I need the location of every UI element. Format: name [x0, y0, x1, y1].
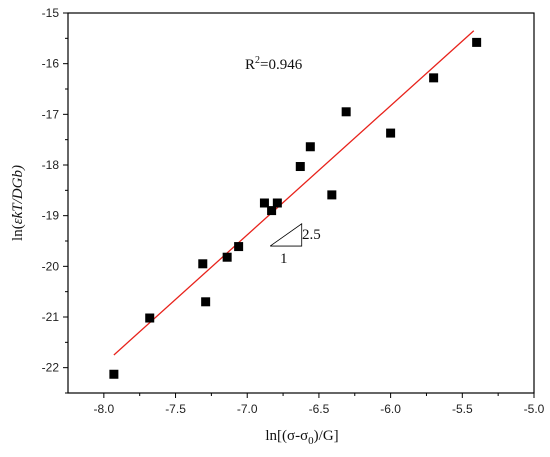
y-tick-label: -20: [42, 259, 60, 273]
data-point: [341, 107, 351, 117]
data-point: [429, 73, 439, 83]
data-point: [295, 162, 305, 172]
y-tick-label: -16: [42, 57, 60, 71]
x-tick-label: -7.5: [165, 402, 186, 416]
x-axis-title: ln[(σ-σ0)/G]: [265, 428, 338, 447]
plot-frame: [67, 12, 535, 394]
data-point: [145, 313, 155, 323]
x-tick-label: -5.0: [524, 402, 545, 416]
data-point: [201, 297, 211, 307]
y-axis-title-symbol: ε̇: [10, 213, 26, 224]
y-tick-label: -15: [42, 6, 60, 20]
y-tick-label: -22: [42, 361, 60, 375]
data-point: [386, 128, 396, 138]
x-axis-title-tail: )/G]: [314, 428, 339, 444]
run-label: 1: [280, 251, 288, 267]
data-point: [472, 37, 482, 47]
x-tick-label: -8.0: [94, 402, 115, 416]
y-tick-label: -17: [42, 107, 60, 121]
r-squared-sup: 2: [255, 55, 260, 66]
x-tick-label: -5.5: [452, 402, 473, 416]
r-squared-r: R: [245, 57, 255, 73]
y-tick-label: -18: [42, 158, 60, 172]
data-point: [272, 198, 282, 208]
y-axis-ticks: -22 -21 -20 -19 -18 -17 -16 -15: [42, 6, 68, 394]
data-point: [234, 242, 244, 252]
r-squared-value: =0.946: [260, 57, 303, 73]
x-tick-label: -7.0: [237, 402, 258, 416]
data-point: [305, 142, 315, 152]
slope-triangle-group: [269, 223, 303, 247]
y-tick-label: -21: [42, 310, 60, 324]
data-point: [109, 369, 119, 379]
data-point: [222, 252, 232, 262]
x-axis-title-main: ln[(σ-σ: [265, 428, 308, 444]
r-squared-label: R2=0.946: [245, 55, 303, 73]
x-tick-label: -6.0: [380, 402, 401, 416]
y-axis-title-tail: kT/DGb): [10, 165, 26, 218]
y-axis-title: ln(ε̇kT/DGb): [10, 165, 26, 241]
data-point: [327, 190, 337, 200]
data-point: [198, 259, 208, 269]
fit-line-group: [113, 30, 475, 356]
slope-label: 2.5: [302, 227, 321, 243]
y-tick-label: -19: [42, 209, 60, 223]
data-point: [259, 198, 269, 208]
x-axis-title-sub: 0: [308, 435, 314, 447]
x-axis-ticks: -8.0 -7.5 -7.0 -6.5 -6.0 -5.5 -5.0: [94, 393, 545, 416]
fit-line: [113, 30, 475, 356]
x-tick-label: -6.5: [309, 402, 330, 416]
slope-triangle: [269, 223, 303, 247]
data-points: [109, 37, 482, 379]
data-point: [267, 206, 277, 216]
y-axis-title-main: ln(: [10, 224, 26, 241]
